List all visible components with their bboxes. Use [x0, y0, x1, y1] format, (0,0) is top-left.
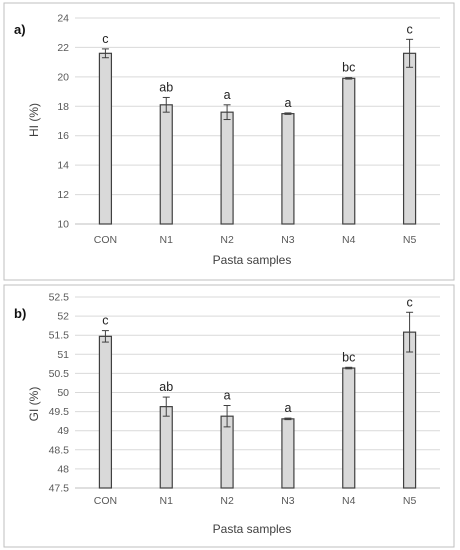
- panel-b-bar-n5: [402, 331, 417, 489]
- panel-a-bar-con: [98, 52, 113, 225]
- panel-a-error-bar-n4: [345, 77, 353, 80]
- panel-a-significance-label-con: c: [102, 32, 108, 46]
- panel-b-label: b): [14, 306, 26, 321]
- panel-b-y-tick-label: 48.5: [49, 444, 70, 456]
- panel-a-label: a): [14, 22, 26, 37]
- panel-a-bar-n3: [281, 113, 295, 225]
- panel-a-bar-n1: [159, 104, 173, 225]
- panel-a-gridlines: [75, 17, 440, 225]
- panel-a-error-bar-con: [101, 48, 109, 59]
- panel-b-y-tick-label: 52: [57, 311, 69, 323]
- panel-a-x-tick-label-n2: N2: [220, 234, 234, 246]
- panel-a-bar-n2: [220, 111, 234, 225]
- panel-a-x-tick-label-n4: N4: [342, 234, 356, 246]
- panel-a-x-axis-title: Pasta samples: [213, 253, 292, 267]
- panel-b-bar-con: [98, 335, 113, 489]
- panel-a-significance-label-n4: bc: [342, 61, 355, 75]
- panel-b-x-axis-title: Pasta samples: [213, 522, 292, 536]
- panel-a-y-tick-label: 12: [57, 189, 69, 201]
- panel-b-gi-chart: b) 47.5 48 48.5 49 49.5 50 50.5 51 51.5 52 52.5 c a…: [3, 284, 455, 548]
- panel-a-y-tick-label: 18: [57, 101, 69, 113]
- panel-a-y-tick-label: 24: [57, 13, 69, 25]
- panel-b-significance-label-n1: ab: [159, 380, 173, 394]
- panel-a-y-ticks: 10 12 14 16 18 20 22 24: [57, 13, 69, 231]
- panel-b-error-bar-con: [101, 330, 109, 343]
- panel-a-y-tick-label: 16: [57, 130, 69, 142]
- panel-b-significance-label-n3: a: [284, 401, 291, 415]
- panel-a-significance-label-n3: a: [284, 96, 291, 110]
- panel-b-significance-label-n2: a: [224, 388, 231, 402]
- panel-b-bar-n1: [159, 406, 173, 489]
- panel-a-x-tick-label-n3: N3: [281, 234, 295, 246]
- panel-a-y-tick-label: 22: [57, 42, 69, 54]
- panel-b-error-bar-n5: [406, 311, 414, 353]
- panel-a-error-bar-n2: [223, 104, 231, 121]
- panel-a-bars: c ab a a bc c: [98, 22, 417, 225]
- panel-a-bar-n5: [402, 52, 417, 225]
- panel-a-hi-chart: a) 10 12 14 16 18 20 22 24 c ab a a bc c CON N1 N2 N3 N4…: [3, 2, 455, 281]
- panel-b-y-tick-label: 52.5: [49, 292, 70, 304]
- panel-b-x-tick-label-n4: N4: [342, 495, 356, 507]
- panel-b-x-tick-label-con: CON: [94, 495, 117, 507]
- panel-a-y-axis-title: HI (%): [27, 103, 41, 137]
- panel-a-significance-label-n5: c: [406, 22, 412, 36]
- panel-b-error-bar-n1: [162, 396, 170, 417]
- panel-a-error-bar-n1: [162, 96, 170, 113]
- panel-a-x-tick-label-n5: N5: [403, 234, 417, 246]
- panel-b-gridlines: [75, 296, 440, 489]
- panel-b-y-ticks: 47.5 48 48.5 49 49.5 50 50.5 51 51.5 52 52.5: [49, 292, 70, 495]
- panel-a-x-ticks: CON N1 N2 N3 N4 N5: [94, 234, 417, 246]
- panel-b-y-tick-label: 48: [57, 463, 69, 475]
- panel-b-significance-label-con: c: [102, 314, 108, 328]
- panel-a-y-tick-label: 20: [57, 71, 69, 83]
- panel-a-bar-n4: [342, 77, 356, 225]
- panel-a-significance-label-n2: a: [224, 88, 231, 102]
- panel-a-significance-label-n1: ab: [159, 80, 173, 94]
- panel-a-error-bar-n5: [406, 38, 414, 68]
- panel-a-x-tick-label-n1: N1: [160, 234, 174, 246]
- panel-b-y-tick-label: 47.5: [49, 483, 70, 495]
- panel-b-x-tick-label-n5: N5: [403, 495, 417, 507]
- panel-b-significance-label-n5: c: [406, 295, 412, 309]
- panel-b-bars: c ab a a bc c: [98, 295, 417, 489]
- panel-b-x-tick-label-n2: N2: [220, 495, 234, 507]
- panel-a-x-tick-label-con: CON: [94, 234, 117, 246]
- panel-b-y-tick-label: 49: [57, 425, 69, 437]
- panel-b-y-tick-label: 51: [57, 349, 69, 361]
- panel-b-x-ticks: CON N1 N2 N3 N4 N5: [94, 495, 417, 507]
- panel-b-y-tick-label: 49.5: [49, 406, 70, 418]
- panel-b-bar-n3: [281, 418, 295, 489]
- panel-b-significance-label-n4: bc: [342, 350, 355, 364]
- panel-b-x-tick-label-n3: N3: [281, 495, 295, 507]
- panel-b-bar-n4: [342, 367, 356, 489]
- panel-b-error-bar-n4: [345, 366, 353, 370]
- panel-b-y-tick-label: 50: [57, 387, 69, 399]
- panel-b-y-tick-label: 50.5: [49, 368, 70, 380]
- panel-b-y-tick-label: 51.5: [49, 330, 70, 342]
- panel-b-error-bar-n2: [223, 404, 231, 428]
- panel-b-x-tick-label-n1: N1: [160, 495, 174, 507]
- panel-b-error-bar-n3: [284, 417, 292, 421]
- panel-a-error-bar-n3: [284, 112, 292, 115]
- panel-b-y-axis-title: GI (%): [27, 387, 41, 422]
- panel-a-y-tick-label: 14: [57, 160, 69, 172]
- panel-a-y-tick-label: 10: [57, 219, 69, 231]
